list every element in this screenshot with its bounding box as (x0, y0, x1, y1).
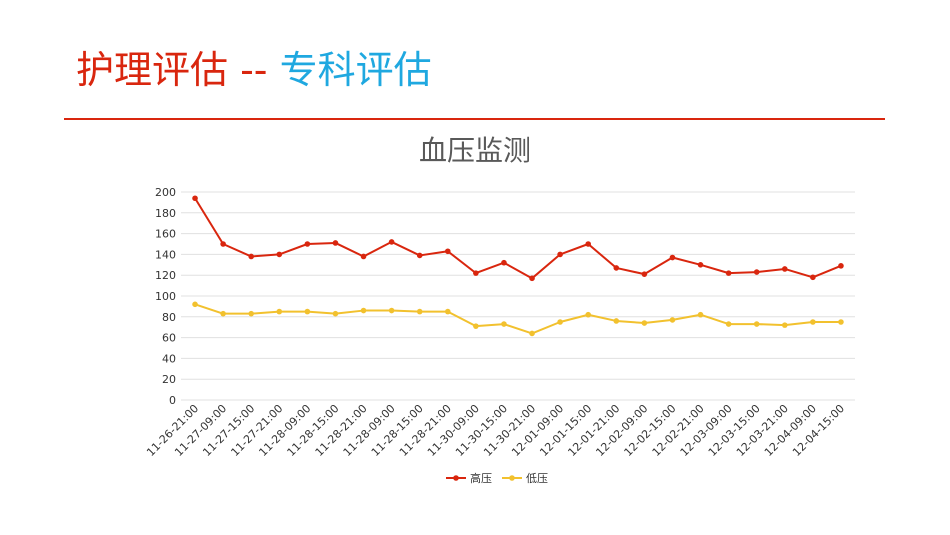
y-tick-label: 200 (155, 186, 176, 199)
y-tick-label: 60 (162, 332, 176, 345)
data-point (276, 308, 283, 315)
slide-title-separator: -- (228, 48, 280, 92)
data-point (641, 320, 648, 326)
data-point (304, 308, 311, 315)
data-point (557, 251, 563, 258)
data-point (332, 310, 339, 317)
data-point (697, 311, 704, 318)
data-point (220, 310, 226, 317)
legend-marker (509, 475, 515, 481)
data-point (192, 195, 198, 202)
data-point (753, 321, 760, 327)
slide-title-sub: 专科评估 (279, 48, 432, 92)
data-point (304, 241, 311, 247)
y-tick-label: 160 (155, 228, 176, 241)
data-point (360, 253, 367, 260)
data-point (473, 270, 479, 276)
x-axis: 11-26-21:0011-27-09:0011-27-15:0011-27-2… (144, 402, 847, 459)
data-point (332, 240, 339, 246)
data-point (276, 251, 283, 258)
data-point (388, 307, 395, 314)
data-point (781, 266, 788, 272)
data-point (416, 252, 423, 259)
gridlines (181, 191, 855, 401)
data-point (388, 239, 395, 245)
data-point (725, 270, 732, 276)
data-point (529, 330, 535, 337)
data-point (501, 259, 507, 266)
data-point (585, 311, 592, 318)
data-point (613, 318, 620, 324)
data-point (248, 253, 255, 260)
data-point (697, 262, 704, 268)
data-point (810, 274, 816, 281)
data-point (220, 241, 226, 247)
data-point (501, 321, 507, 327)
data-point (557, 319, 563, 325)
y-tick-label: 140 (155, 248, 176, 261)
data-point (810, 319, 816, 325)
data-point (753, 269, 760, 275)
data-point (416, 308, 423, 315)
data-point (473, 323, 479, 329)
legend-marker (453, 475, 459, 481)
data-point (669, 254, 676, 261)
data-point (725, 321, 732, 327)
y-tick-label: 0 (169, 394, 176, 407)
chart-title: 血压监测 (419, 134, 531, 167)
y-tick-label: 20 (162, 373, 176, 386)
series-diastolic (192, 301, 844, 337)
legend-item-diastolic: 低压 (502, 472, 548, 485)
y-tick-label: 80 (162, 311, 176, 324)
data-point (444, 308, 451, 315)
legend-label: 低压 (526, 472, 548, 485)
legend: 高压 低压 (446, 471, 548, 485)
y-tick-label: 120 (155, 269, 176, 282)
data-point (613, 265, 620, 271)
legend-label: 高压 (470, 471, 492, 485)
series-line (194, 197, 842, 280)
data-point (444, 248, 451, 255)
slide-title: 护理评估 -- 专科评估 (76, 44, 432, 96)
title-divider (64, 118, 885, 120)
data-point (192, 301, 198, 308)
y-axis: 0 20 40 60 80 100 120 140 160 180 200 (155, 186, 176, 407)
data-point (781, 322, 788, 328)
data-point (248, 310, 255, 317)
series-layer (192, 195, 844, 337)
y-tick-label: 40 (162, 352, 176, 365)
data-point (529, 275, 535, 282)
data-point (669, 317, 676, 323)
data-point (641, 271, 648, 277)
data-point (838, 263, 844, 269)
data-point (360, 307, 367, 314)
y-tick-label: 100 (155, 290, 176, 303)
slide-title-main: 护理评估 (76, 48, 229, 92)
legend-item-systolic: 高压 (446, 471, 492, 485)
data-point (838, 319, 844, 325)
y-tick-label: 180 (155, 207, 176, 220)
series-line (194, 303, 841, 335)
data-point (585, 241, 592, 247)
series-systolic (192, 195, 844, 282)
